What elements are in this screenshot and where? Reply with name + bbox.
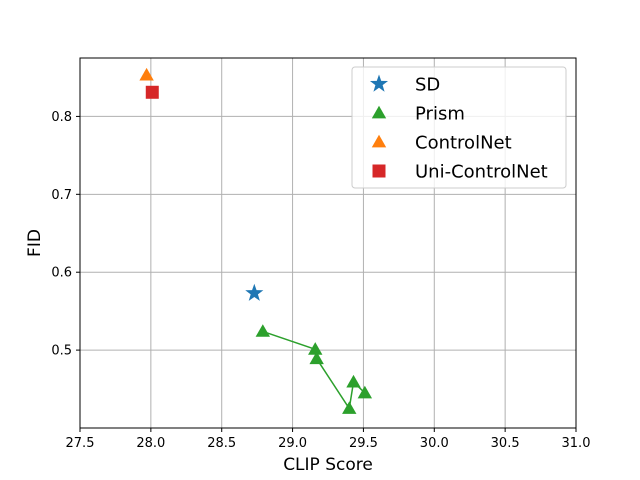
prism-point (308, 342, 323, 355)
y-tick-label: 0.6 (51, 266, 72, 281)
prism-point (309, 351, 324, 365)
y-tick-label: 0.8 (51, 110, 72, 125)
x-axis-label: CLIP Score (283, 455, 373, 475)
series-sd (245, 283, 264, 301)
y-tick-label: 0.7 (51, 188, 72, 203)
legend: SD Prism ControlNet Uni-ControlNet (351, 66, 567, 189)
legend-marker-uni-controlnet (372, 164, 386, 178)
series-prism (255, 324, 373, 414)
legend-item-prism: Prism (371, 104, 465, 125)
legend-label: Uni-ControlNet (415, 162, 548, 183)
x-tick-label: 29.5 (349, 436, 378, 451)
legend-label: Prism (415, 104, 465, 125)
x-tick-label: 28.5 (207, 436, 236, 451)
y-axis-label: FID (25, 229, 45, 257)
legend-item-uni-controlnet: Uni-ControlNet (372, 162, 548, 183)
legend-item-controlnet: ControlNet (371, 133, 512, 154)
x-tick-label: 28.0 (136, 436, 165, 451)
prism-point (346, 374, 361, 388)
plot-frame (79, 57, 577, 429)
series-uni-controlnet (145, 85, 159, 99)
y-axis-ticks: 0.5 0.6 0.7 0.8 (51, 110, 80, 359)
x-tick-label: 27.5 (66, 436, 95, 451)
x-tick-label: 31.0 (562, 436, 591, 451)
legend-marker-controlnet (371, 134, 387, 148)
x-tick-label: 30.5 (491, 436, 520, 451)
uni-controlnet-point (145, 85, 159, 99)
x-axis-ticks: 27.5 28.0 28.5 29.0 29.5 30.0 30.5 31.0 (66, 428, 591, 451)
prism-point (255, 324, 271, 337)
legend-marker-prism (371, 105, 387, 119)
prism-point (342, 401, 357, 414)
x-tick-label: 30.0 (420, 436, 449, 451)
sd-point (245, 283, 264, 301)
legend-item-sd: SD (369, 74, 440, 96)
legend-box (351, 66, 567, 189)
legend-marker-sd (369, 74, 389, 92)
legend-label: ControlNet (415, 133, 512, 154)
prism-line (262, 330, 366, 411)
x-tick-label: 29.0 (278, 436, 307, 451)
prism-point (357, 385, 373, 399)
plot-series (139, 67, 373, 414)
y-tick-label: 0.5 (51, 344, 72, 359)
legend-label: SD (415, 75, 440, 96)
controlnet-point (139, 67, 154, 81)
series-controlnet (139, 67, 154, 81)
